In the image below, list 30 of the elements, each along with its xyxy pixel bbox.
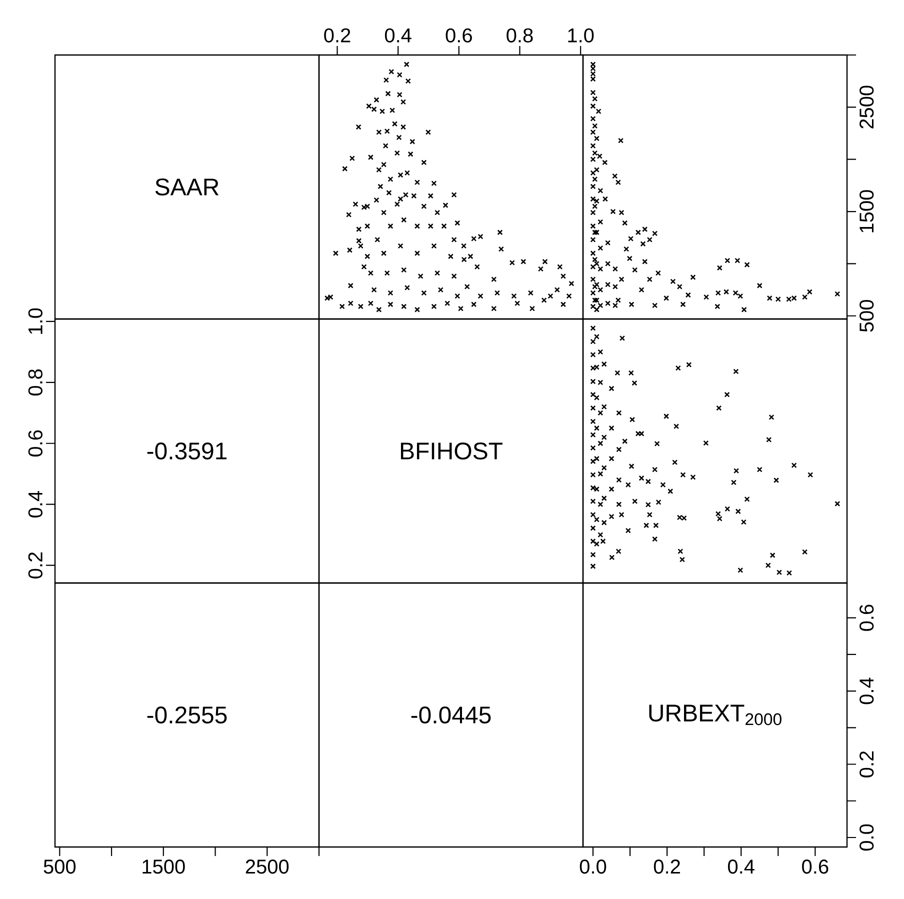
y-tick-label: 0.2 <box>28 552 42 578</box>
x-tick-label: 1500 <box>142 860 185 874</box>
y-tick-label: 1.0 <box>28 308 42 334</box>
x-tick-label: 0.2 <box>324 28 350 42</box>
text: SAAR <box>155 178 219 196</box>
x-tick-label: 2500 <box>246 860 289 874</box>
x-tick-label: 1.0 <box>568 28 594 42</box>
y-tick-label: 0.6 <box>860 604 874 631</box>
x-tick-label: 0.0 <box>580 860 606 874</box>
y-tick-label: 1500 <box>860 190 874 232</box>
x-tick-label: 0.4 <box>728 860 754 874</box>
text: URBEXT$_{2000}$ <box>649 704 782 726</box>
x-tick-label: 0.6 <box>802 860 828 874</box>
y-tick-label: 0.8 <box>28 369 42 396</box>
x-tick-label: 0.4 <box>384 28 412 42</box>
text: -0.2555 <box>147 706 227 724</box>
y-tick-label: 2500 <box>860 86 874 128</box>
text: -0.0445 <box>411 706 491 724</box>
x-tick-label: 0.8 <box>506 28 533 42</box>
x-tick-label: 0.6 <box>446 28 472 42</box>
text: BFIHOST <box>400 442 502 460</box>
y-tick-label: 0.4 <box>860 678 874 704</box>
x-tick-label: 0.2 <box>654 860 680 874</box>
y-tick-label: 0.6 <box>28 430 42 456</box>
y-tick-label: 500 <box>860 300 874 332</box>
y-tick-label: 0.0 <box>860 824 874 851</box>
text: -0.3591 <box>147 442 227 460</box>
x-tick-label: 500 <box>44 860 76 874</box>
y-tick-label: 0.4 <box>28 491 42 518</box>
y-tick-label: 0.2 <box>860 751 874 778</box>
